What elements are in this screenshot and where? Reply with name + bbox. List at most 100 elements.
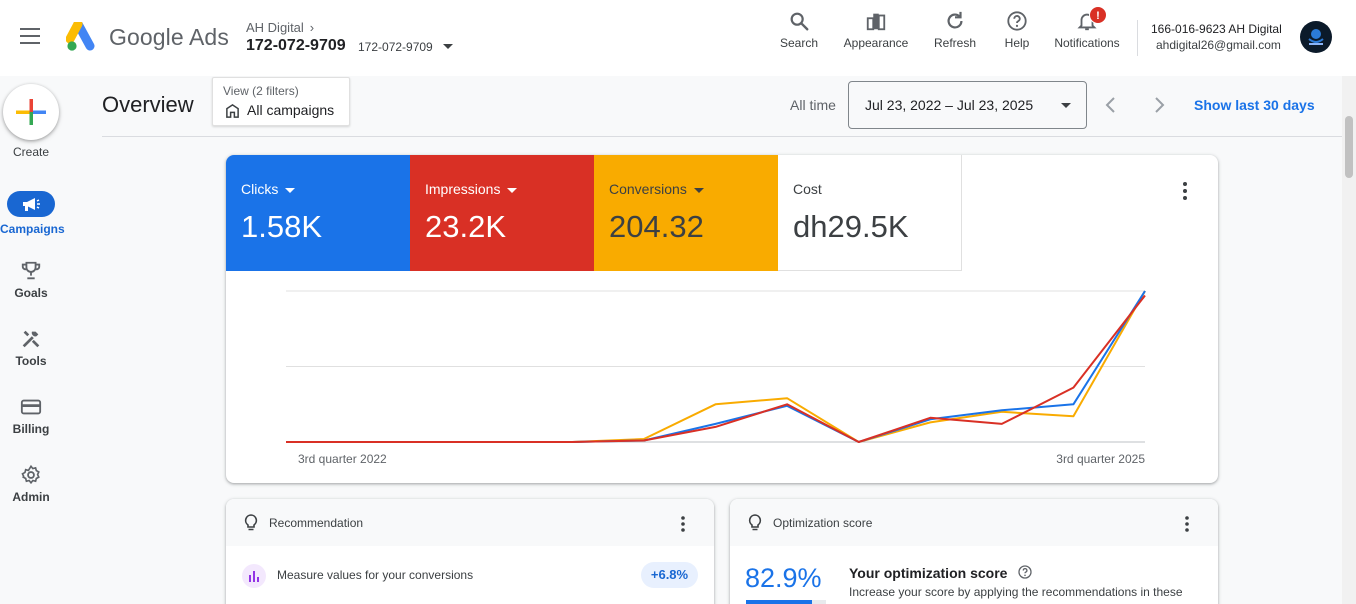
sidebar-item-campaigns[interactable]: Campaigns [0, 191, 65, 236]
metric-clicks[interactable]: Clicks 1.58K [226, 155, 410, 271]
avatar-logo-icon [1308, 29, 1324, 45]
avatar[interactable] [1300, 21, 1332, 53]
account-breadcrumb[interactable]: AH Digital › [246, 20, 314, 35]
refresh-icon [947, 11, 963, 29]
account-id[interactable]: 172-072-9709 [246, 37, 346, 54]
google-ads-logo [66, 22, 95, 51]
sidebar-item-label: Admin [12, 490, 50, 504]
uplift-chip: +6.8% [641, 562, 698, 588]
credit-card-icon [20, 399, 42, 415]
help-icon[interactable] [1018, 565, 1032, 579]
create-button[interactable] [3, 84, 59, 140]
search-button[interactable]: Search [776, 10, 822, 50]
metric-value: 204.32 [609, 209, 704, 244]
bar-chart-icon [242, 564, 266, 588]
card-title: Optimization score [773, 516, 873, 530]
optimization-score-value: 82.9% [745, 563, 822, 593]
user-email: ahdigital26@gmail.com [1156, 38, 1281, 52]
appearance-button[interactable]: Appearance [838, 10, 914, 50]
metric-value: dh29.5K [793, 209, 909, 244]
brand-name: Google Ads [109, 24, 229, 50]
sidebar-item-label: Tools [15, 354, 47, 368]
metric-name: Impressions [425, 181, 501, 197]
menu-icon[interactable] [20, 28, 40, 44]
bar-chart-glyph [249, 571, 259, 582]
dropdown-caret-icon[interactable] [693, 187, 704, 193]
x-tick-label: 3rd quarter 2022 [298, 452, 387, 466]
chevron-left-icon[interactable] [1103, 96, 1119, 114]
appearance-label: Appearance [843, 36, 909, 50]
recommendation-item-text[interactable]: Measure values for your conversions [277, 568, 474, 582]
recommendation-card: Recommendation Measure values for your c… [226, 499, 714, 604]
refresh-button[interactable]: Refresh [929, 10, 981, 50]
date-range-picker[interactable]: Jul 23, 2022 – Jul 23, 2025 [848, 81, 1087, 129]
account-name[interactable]: AH Digital [246, 20, 304, 35]
card-title: Recommendation [269, 516, 364, 530]
account-dropdown-icon[interactable] [443, 44, 453, 49]
scrollbar-track[interactable] [1342, 76, 1356, 604]
scrollbar-thumb[interactable] [1345, 116, 1353, 178]
sidebar-item-label: Billing [12, 422, 50, 436]
metric-impressions[interactable]: Impressions 23.2K [410, 155, 594, 271]
notifications-label: Notifications [1054, 36, 1120, 50]
metric-cost[interactable]: Cost dh29.5K [778, 155, 962, 271]
more-options-icon[interactable] [1180, 515, 1194, 533]
metric-name: Clicks [241, 181, 279, 197]
appearance-icon [866, 13, 886, 31]
sidebar-item-goals[interactable]: Goals [0, 260, 62, 300]
campaigns-pill [7, 191, 55, 217]
gear-icon [21, 464, 40, 485]
optimization-score-bar-fill [746, 600, 813, 604]
trophy-icon [21, 261, 41, 280]
building-icon [226, 103, 239, 118]
sidebar-item-tools[interactable]: Tools [0, 328, 62, 368]
refresh-label: Refresh [933, 36, 977, 50]
account-id-secondary[interactable]: 172-072-9709 [358, 40, 433, 54]
performance-card: Clicks 1.58K Impressions 23.2K Conversio… [226, 155, 1218, 483]
metric-value: 1.58K [241, 209, 323, 244]
view-filter-value: All campaigns [247, 102, 335, 118]
card-header: Optimization score [730, 499, 1218, 546]
metric-value: 23.2K [425, 209, 507, 244]
metric-clicks-name: Clicks [241, 181, 296, 197]
sidebar-item-admin[interactable]: Admin [0, 464, 62, 504]
sidebar-item-billing[interactable]: Billing [0, 396, 62, 436]
more-options-icon[interactable] [1178, 181, 1192, 201]
view-filter-selector[interactable]: View (2 filters) All campaigns [212, 77, 350, 126]
lightbulb-icon [244, 514, 258, 531]
sidebar-item-label: Campaigns [0, 222, 65, 236]
dropdown-caret-icon[interactable] [285, 187, 296, 193]
date-range-label: All time [790, 97, 836, 113]
chevron-right-icon[interactable] [1151, 96, 1167, 114]
dropdown-caret-icon [1061, 103, 1071, 108]
page-title: Overview [102, 92, 194, 117]
metric-impressions-name: Impressions [425, 181, 518, 197]
series-line-impressions [286, 294, 1146, 443]
toolbar-divider [1137, 20, 1138, 56]
metric-name: Cost [793, 181, 822, 197]
sidebar-item-label: Goals [14, 286, 48, 300]
show-last-30-days-link[interactable]: Show last 30 days [1194, 97, 1315, 113]
optimization-score-bar [746, 600, 826, 604]
megaphone-icon [23, 198, 40, 211]
card-header: Recommendation [226, 499, 714, 546]
help-label: Help [1004, 36, 1030, 50]
metric-conversions-name: Conversions [609, 181, 704, 197]
lightbulb-icon [748, 514, 762, 531]
optimization-description: Increase your score by applying the reco… [849, 585, 1183, 599]
view-filter-count: View (2 filters) [223, 84, 299, 98]
dropdown-caret-icon[interactable] [507, 187, 518, 193]
help-button[interactable]: Help [997, 10, 1037, 50]
x-tick-label: 3rd quarter 2025 [1056, 452, 1145, 466]
metric-name: Conversions [609, 181, 687, 197]
notifications-button[interactable]: Notifications ! [1047, 6, 1127, 50]
chevron-right-icon: › [309, 20, 315, 35]
metric-conversions[interactable]: Conversions 204.32 [594, 155, 778, 271]
more-options-icon[interactable] [676, 515, 690, 533]
header-divider [102, 136, 1342, 137]
optimization-heading: Your optimization score [849, 565, 1008, 581]
create-label: Create [12, 145, 50, 159]
optimization-score-card: Optimization score 82.9% Your optimizati… [730, 499, 1218, 604]
top-bar: Google Ads AH Digital › 172-072-9709 172-… [0, 0, 1356, 76]
tools-icon [22, 330, 40, 348]
